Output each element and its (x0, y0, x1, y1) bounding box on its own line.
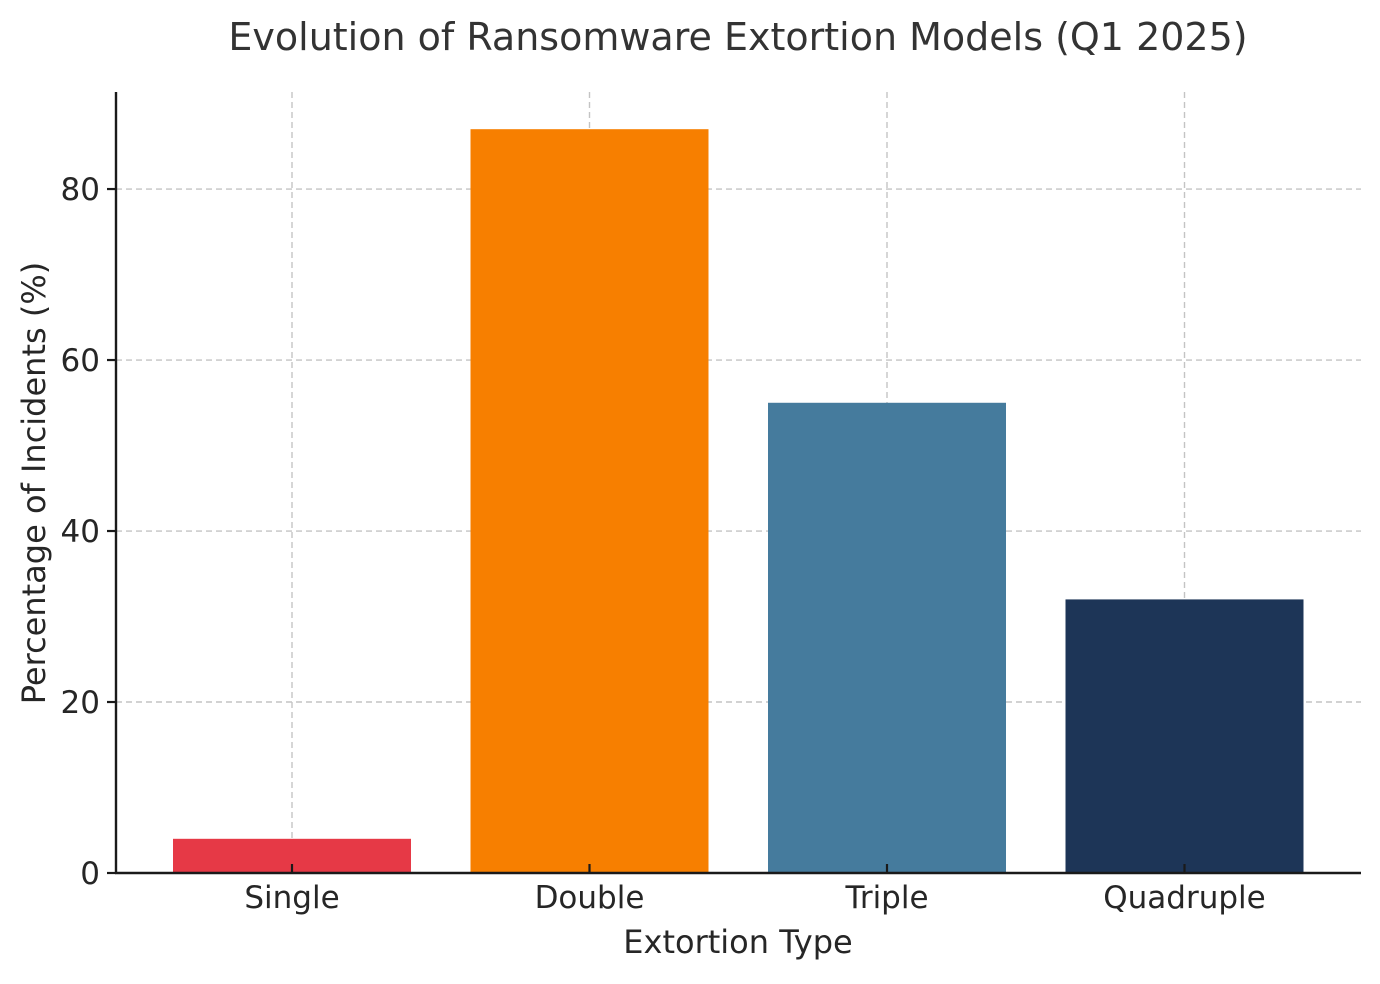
bar-quadruple (1065, 599, 1304, 873)
bars (173, 129, 1304, 873)
x-tick-label: Triple (844, 880, 928, 916)
y-tick-label: 20 (61, 685, 100, 721)
x-tick-label: Single (244, 880, 339, 916)
ticks: 0 20 40 60 80 Single Double Triple Quadruple (61, 172, 1266, 916)
y-tick-label: 60 (61, 343, 100, 379)
x-axis-title: Extortion Type (623, 923, 852, 961)
y-tick-label: 80 (61, 172, 100, 208)
y-tick-label: 0 (80, 856, 100, 892)
bar-double (470, 129, 709, 873)
x-tick-label: Quadruple (1103, 880, 1265, 916)
chart-title: Evolution of Ransomware Extortion Models… (228, 15, 1247, 59)
y-tick-label: 40 (61, 514, 100, 550)
bar-triple (768, 402, 1006, 873)
y-axis-title: Percentage of Incidents (%) (15, 262, 53, 704)
axes (114, 92, 1361, 875)
x-tick-label: Double (535, 880, 645, 916)
